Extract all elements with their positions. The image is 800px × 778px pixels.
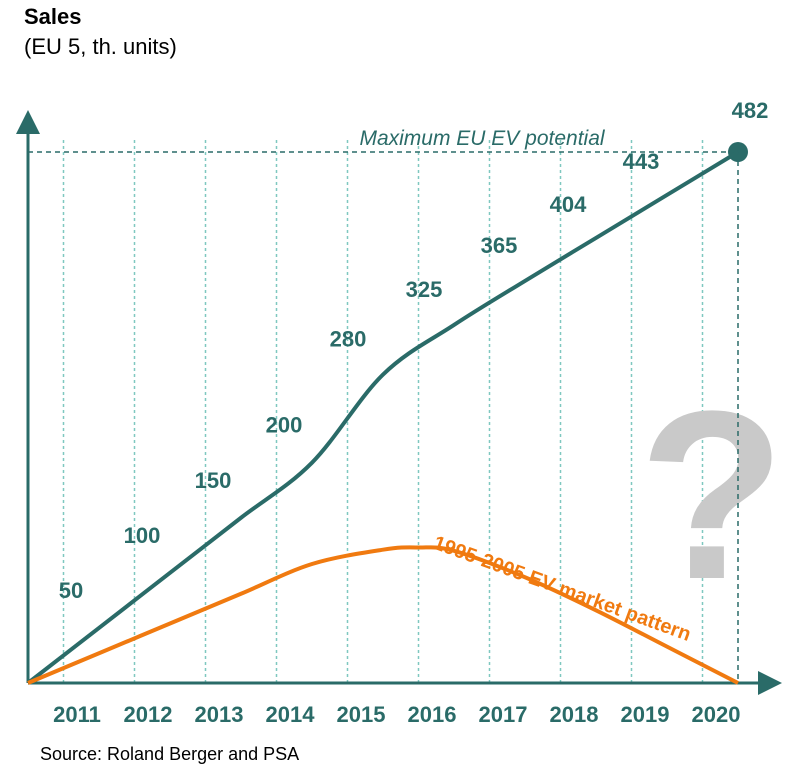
data-label-2020: 482 [732, 98, 769, 123]
x-tick-label-2015: 2015 [337, 702, 386, 727]
data-label-2015: 280 [330, 327, 367, 352]
data-label-2014: 200 [266, 413, 303, 438]
max-potential-label: Maximum EU EV potential [359, 127, 605, 150]
question-mark: ? [639, 361, 786, 629]
x-tick-label-2019: 2019 [621, 702, 670, 727]
x-tick-label-2012: 2012 [124, 702, 173, 727]
data-label-2019: 443 [623, 149, 660, 174]
source-note: Source: Roland Berger and PSA [40, 744, 300, 764]
x-tick-label-2018: 2018 [550, 702, 599, 727]
data-label-2018: 404 [550, 192, 587, 217]
data-label-2011: 50 [59, 578, 83, 603]
x-tick-label-2017: 2017 [479, 702, 528, 727]
labels-layer: 2011 2012 2013 2014 2015 2016 2017 2018 2019 2020… [53, 98, 768, 727]
pattern-series-line [27, 545, 739, 685]
x-axis-arrow [758, 671, 782, 695]
data-label-2016: 325 [406, 277, 443, 302]
axes-layer [16, 110, 782, 695]
data-label-2013: 150 [195, 468, 232, 493]
x-tick-label-2016: 2016 [408, 702, 457, 727]
main-series-line [26, 150, 740, 685]
chart-subtitle: (EU 5, th. units) [24, 34, 177, 59]
x-tick-label-2011: 2011 [53, 702, 101, 727]
y-axis-arrow [16, 110, 40, 134]
x-tick-label-2014: 2014 [266, 702, 316, 727]
x-tick-label-2013: 2013 [195, 702, 244, 727]
data-label-2017: 365 [481, 233, 518, 258]
x-tick-label-2020: 2020 [692, 702, 741, 727]
series-layer [26, 150, 740, 685]
chart-title: Sales [24, 4, 82, 29]
data-label-2012: 100 [124, 523, 161, 548]
